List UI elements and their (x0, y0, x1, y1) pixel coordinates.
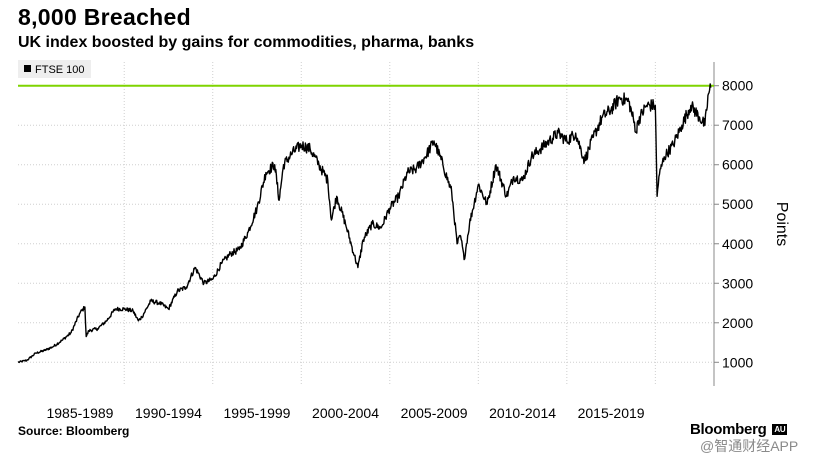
y-axis-label: Points (773, 202, 790, 246)
y-tick-label: 5000 (722, 196, 753, 212)
y-tick-labels: 1000 2000 3000 4000 5000 6000 7000 8000 (714, 78, 753, 370)
legend-label: FTSE 100 (35, 64, 85, 76)
y-tick-label: 3000 (722, 275, 753, 291)
source-note: Source: Bloomberg (18, 424, 130, 438)
x-tick-label: 1990-1994 (135, 405, 202, 421)
bloomberg-logo: Bloomberg AU (690, 421, 788, 438)
x-tick-label: 2000-2004 (312, 405, 379, 421)
y-tick-label: 6000 (722, 157, 753, 173)
x-tick-label: 2005-2009 (401, 405, 468, 421)
y-tick-label: 1000 (722, 354, 753, 370)
legend: FTSE 100 (18, 60, 91, 78)
y-tick-label: 8000 (722, 78, 753, 94)
series-line-ftse-100 (17, 83, 712, 364)
x-tick-labels: 1985-1989 1990-1994 1995-1999 2000-2004 2005… (46, 405, 644, 421)
y-tick-label: 4000 (722, 236, 753, 252)
brand-name: Bloomberg (690, 421, 767, 438)
x-tick-label: 2015-2019 (578, 405, 645, 421)
chart-title: 8,000 Breached (18, 4, 191, 30)
bloomberg-mark-icon: AU (772, 424, 788, 435)
watermark: @智通财经APP (700, 438, 799, 454)
x-tick-label: 1985-1989 (46, 405, 113, 421)
y-tick-label: 7000 (722, 117, 753, 133)
legend-box (18, 60, 91, 78)
legend-swatch (24, 65, 31, 72)
chart-subtitle: UK index boosted by gains for commoditie… (18, 34, 475, 51)
x-tick-label: 1995-1999 (224, 405, 291, 421)
y-tick-label: 2000 (722, 315, 753, 331)
x-tick-label: 2010-2014 (489, 405, 556, 421)
